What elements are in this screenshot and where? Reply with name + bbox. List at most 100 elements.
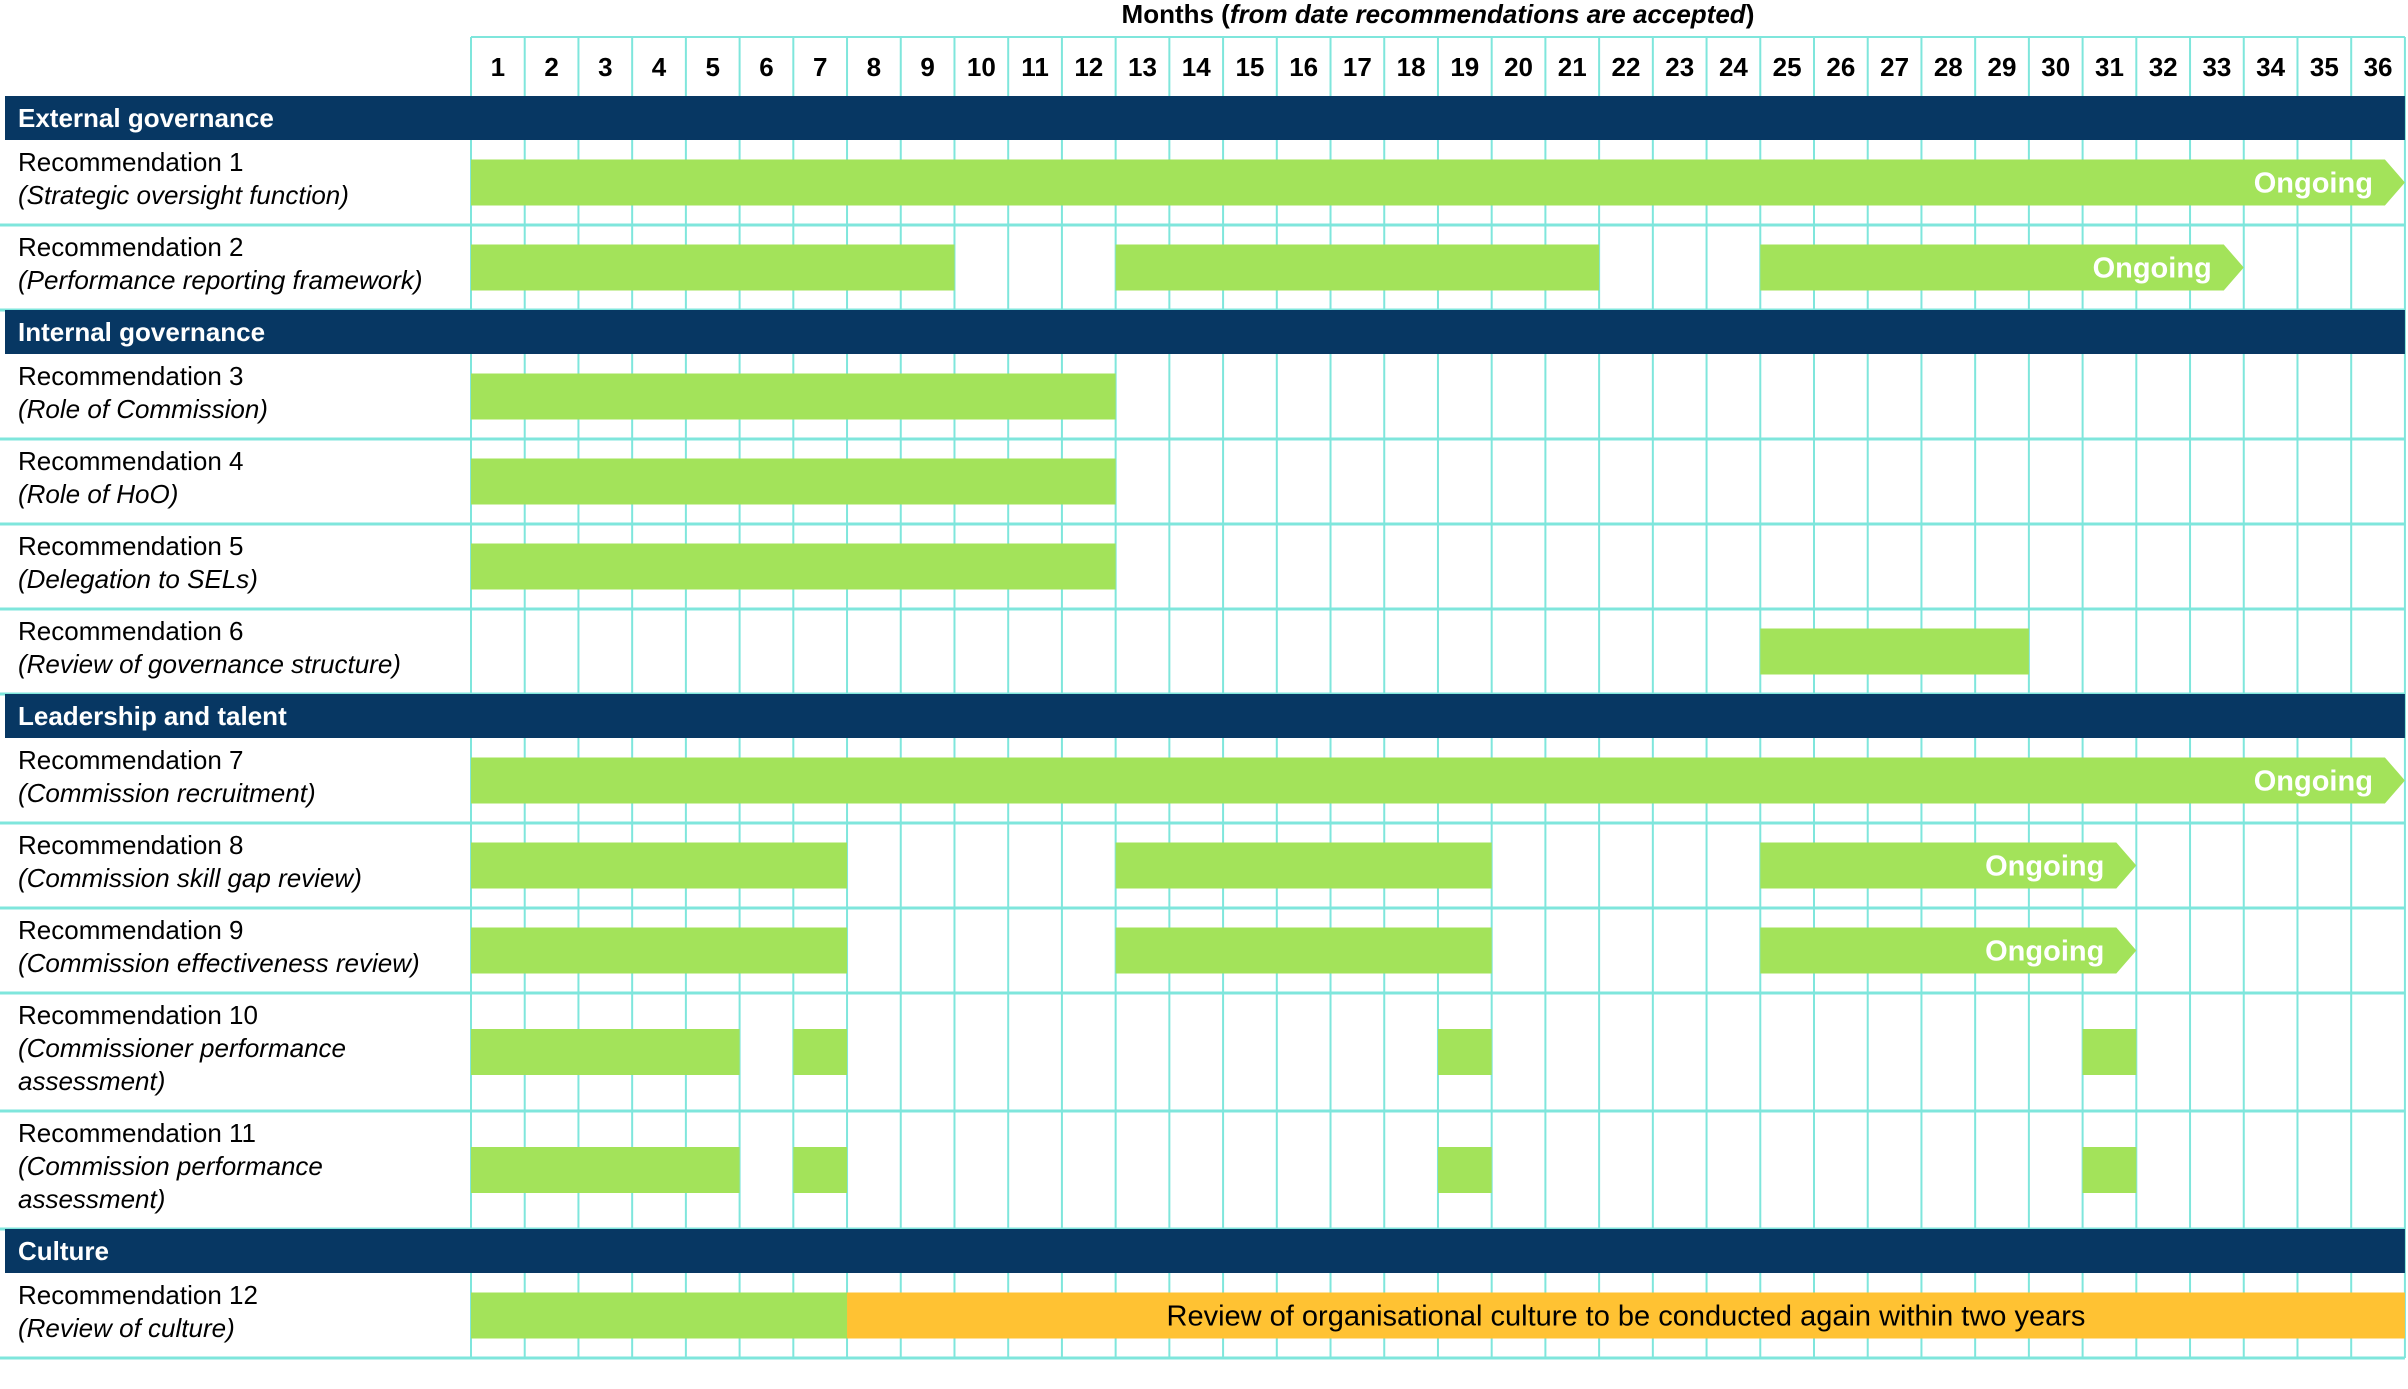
recommendation-title: Recommendation 1 (18, 147, 243, 177)
month-label-23: 23 (1665, 52, 1694, 82)
gantt-bar (1760, 628, 2029, 675)
month-label-27: 27 (1880, 52, 1909, 82)
gantt-bar-arrow (471, 159, 2405, 206)
gantt-bar (471, 1029, 740, 1075)
gantt-bar (2082, 1147, 2137, 1193)
recommendation-title: Recommendation 3 (18, 361, 243, 391)
gantt-bar (471, 543, 1116, 590)
bar-ongoing-label: Ongoing (1985, 851, 2104, 883)
chart-title-end: ) (1746, 0, 1755, 29)
section-band (5, 694, 2405, 738)
gantt-bar (847, 1292, 2405, 1339)
recommendation-title: Recommendation 8 (18, 830, 243, 860)
gantt-bar (471, 458, 1116, 505)
month-label-9: 9 (920, 52, 934, 82)
recommendation-title: Recommendation 12 (18, 1280, 258, 1310)
recommendation-subtitle: (Role of Commission) (18, 394, 268, 424)
month-label-2: 2 (544, 52, 558, 82)
recommendation-subtitle: (Performance reporting framework) (18, 265, 423, 295)
month-label-14: 14 (1182, 52, 1211, 82)
month-label-18: 18 (1397, 52, 1426, 82)
month-label-28: 28 (1934, 52, 1963, 82)
recommendation-title: Recommendation 2 (18, 232, 243, 262)
recommendation-subtitle: (Review of governance structure) (18, 649, 401, 679)
chart-title-italic: from date recommendations are accepted (1230, 0, 1747, 29)
month-label-12: 12 (1074, 52, 1103, 82)
recommendation-subtitle: (Commission effectiveness review) (18, 948, 420, 978)
month-label-13: 13 (1128, 52, 1157, 82)
gantt-bar (1437, 1029, 1492, 1075)
month-label-17: 17 (1343, 52, 1372, 82)
gantt-bar-arrow (471, 757, 2405, 804)
month-label-34: 34 (2256, 52, 2285, 82)
chart-title: Months (from date recommendations are ac… (1122, 0, 1755, 29)
month-label-7: 7 (813, 52, 827, 82)
recommendation-subtitle: assessment) (18, 1184, 165, 1214)
month-label-4: 4 (652, 52, 667, 82)
gantt-bar (1115, 927, 1492, 974)
gantt-bar (471, 1292, 848, 1339)
month-label-3: 3 (598, 52, 612, 82)
section-label: External governance (18, 103, 274, 133)
month-label-6: 6 (759, 52, 773, 82)
bar-note-label: Review of organisational culture to be c… (1167, 1301, 2086, 1333)
recommendation-subtitle: (Role of HoO) (18, 479, 178, 509)
gantt-bar-arrow (1760, 927, 2137, 974)
bar-ongoing-label: Ongoing (2093, 253, 2212, 285)
month-label-21: 21 (1558, 52, 1587, 82)
month-label-24: 24 (1719, 52, 1748, 82)
gantt-bar (793, 1147, 848, 1193)
chart-title-main: Months ( (1122, 0, 1231, 29)
recommendation-title: Recommendation 6 (18, 616, 243, 646)
gantt-bar-arrow (1760, 244, 2244, 291)
month-label-26: 26 (1826, 52, 1855, 82)
recommendation-subtitle: (Commissioner performance (18, 1033, 346, 1063)
month-label-22: 22 (1612, 52, 1641, 82)
recommendation-subtitle: assessment) (18, 1066, 165, 1096)
recommendation-subtitle: (Delegation to SELs) (18, 564, 258, 594)
month-label-33: 33 (2202, 52, 2231, 82)
gantt-bar (2082, 1029, 2137, 1075)
gantt-bar (471, 244, 955, 291)
month-label-36: 36 (2364, 52, 2393, 82)
month-label-32: 32 (2149, 52, 2178, 82)
gantt-bar (1115, 244, 1600, 291)
gantt-bar-arrow (1760, 842, 2137, 889)
bar-ongoing-label: Ongoing (1985, 936, 2104, 968)
gantt-bar (471, 927, 848, 974)
month-label-16: 16 (1289, 52, 1318, 82)
bar-ongoing-label: Ongoing (2254, 766, 2373, 798)
month-label-5: 5 (706, 52, 720, 82)
section-band (5, 96, 2405, 140)
section-band (5, 310, 2405, 354)
month-label-15: 15 (1235, 52, 1264, 82)
month-label-19: 19 (1450, 52, 1479, 82)
section-label: Leadership and talent (18, 701, 287, 731)
month-label-29: 29 (1988, 52, 2017, 82)
section-band (5, 1229, 2405, 1273)
month-label-11: 11 (1021, 52, 1049, 82)
recommendation-title: Recommendation 11 (18, 1118, 256, 1148)
recommendation-subtitle: (Commission performance (18, 1151, 323, 1181)
recommendation-subtitle: (Commission recruitment) (18, 778, 316, 808)
recommendation-title: Recommendation 5 (18, 531, 243, 561)
recommendation-subtitle: (Review of culture) (18, 1313, 235, 1343)
recommendation-title: Recommendation 7 (18, 745, 243, 775)
recommendation-subtitle: (Commission skill gap review) (18, 863, 362, 893)
gantt-bar (1437, 1147, 1492, 1193)
gantt-bar (471, 842, 848, 889)
section-label: Culture (18, 1236, 109, 1266)
recommendation-title: Recommendation 10 (18, 1000, 258, 1030)
month-label-1: 1 (491, 52, 505, 82)
month-label-10: 10 (967, 52, 996, 82)
gantt-bar (471, 373, 1116, 420)
gantt-bar (1115, 842, 1492, 889)
bar-ongoing-label: Ongoing (2254, 168, 2373, 200)
recommendation-title: Recommendation 9 (18, 915, 243, 945)
gantt-bar (471, 1147, 740, 1193)
month-label-8: 8 (867, 52, 881, 82)
gantt-bar (793, 1029, 848, 1075)
header-layer: Months (from date recommendations are ac… (491, 0, 2393, 82)
section-label: Internal governance (18, 317, 265, 347)
